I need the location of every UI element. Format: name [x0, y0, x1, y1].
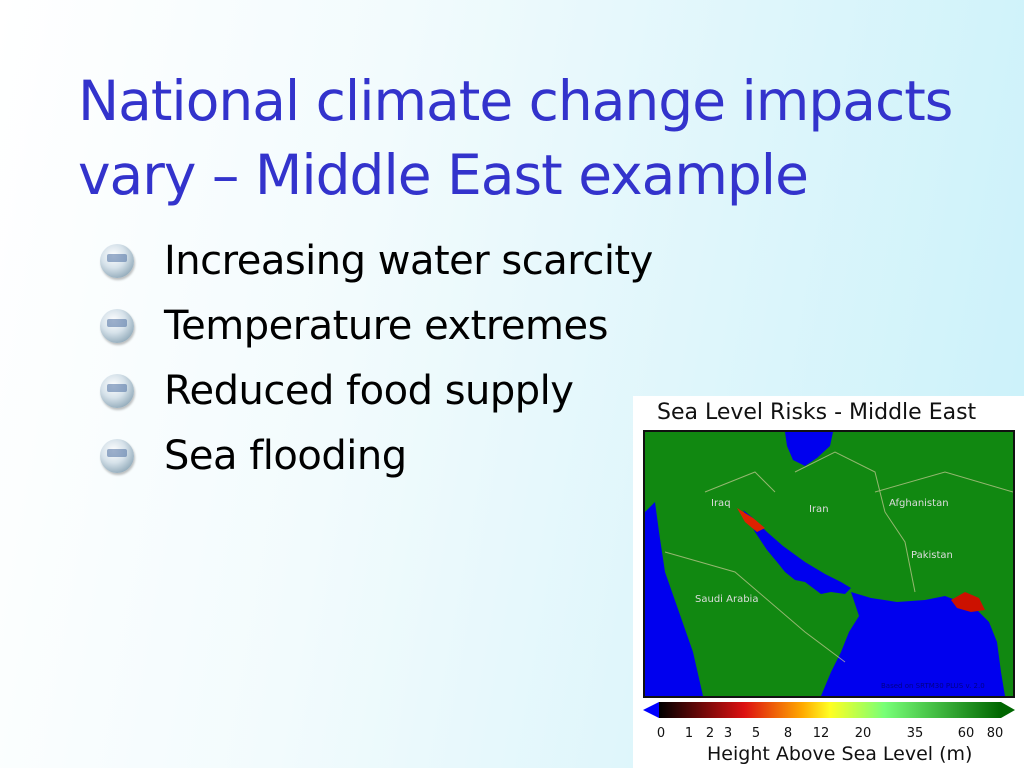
tick-label: 8	[783, 726, 793, 741]
tick-label: 0	[656, 726, 666, 741]
bullet-text: Reduced food supply	[164, 367, 574, 414]
globe-bullet-icon	[100, 308, 134, 343]
borders	[664, 451, 1014, 663]
tick-label: 5	[751, 726, 761, 741]
globe-bullet-icon	[100, 373, 134, 408]
tick-label: 80	[986, 726, 1004, 741]
globe-bullet-icon	[100, 438, 134, 473]
map-credit: Based on SRTM30 PLUS v. 2.0	[881, 682, 985, 690]
label-pakistan: Pakistan	[911, 550, 953, 561]
label-afghanistan: Afghanistan	[889, 498, 949, 509]
tick-label: 1	[684, 726, 694, 741]
coast-flood-indus	[951, 592, 985, 612]
bullet-list: Increasing water scarcity Temperature ex…	[100, 228, 653, 488]
colorbar-below-arrow	[643, 702, 659, 718]
colorbar-gradient	[659, 702, 1001, 718]
colorbar-above-arrow	[1001, 702, 1015, 718]
bullet-item: Reduced food supply	[100, 358, 653, 423]
label-iraq: Iraq	[711, 498, 731, 509]
persian-gulf	[743, 510, 851, 594]
sea-level-map-figure: Sea Level Risks - Middle East Iraq Iran …	[633, 396, 1024, 768]
tick-label: 12	[812, 726, 830, 741]
tick-label: 3	[723, 726, 733, 741]
globe-bullet-icon	[100, 243, 134, 278]
bullet-text: Temperature extremes	[164, 302, 608, 349]
bullet-text: Sea flooding	[164, 432, 407, 479]
red-sea	[645, 502, 703, 696]
slide-title: National climate change impacts vary – M…	[78, 64, 953, 212]
coast-flood-gulf	[737, 508, 765, 532]
map-title: Sea Level Risks - Middle East	[657, 400, 977, 425]
label-saudi-arabia: Saudi Arabia	[695, 594, 758, 605]
tick-label: 2	[705, 726, 715, 741]
bullet-item: Sea flooding	[100, 423, 653, 488]
tick-label: 60	[957, 726, 975, 741]
label-iran: Iran	[809, 504, 829, 515]
title-line-2: vary – Middle East example	[78, 143, 809, 207]
bullet-text: Increasing water scarcity	[164, 237, 653, 284]
colorbar	[643, 702, 1015, 718]
colorbar-label: Height Above Sea Level (m)	[707, 743, 973, 765]
caspian-sea	[785, 432, 833, 466]
tick-label: 35	[906, 726, 924, 741]
map-image: Iraq Iran Afghanistan Pakistan Saudi Ara…	[643, 430, 1015, 698]
title-line-1: National climate change impacts	[78, 69, 953, 133]
map-svg: Iraq Iran Afghanistan Pakistan Saudi Ara…	[645, 432, 1014, 696]
tick-label: 20	[854, 726, 872, 741]
bullet-item: Increasing water scarcity	[100, 228, 653, 293]
colorbar-ticks: 0 1 2 3 5 8 12 20 35 60 80	[633, 726, 1024, 746]
bullet-item: Temperature extremes	[100, 293, 653, 358]
arabian-sea	[821, 592, 1005, 696]
